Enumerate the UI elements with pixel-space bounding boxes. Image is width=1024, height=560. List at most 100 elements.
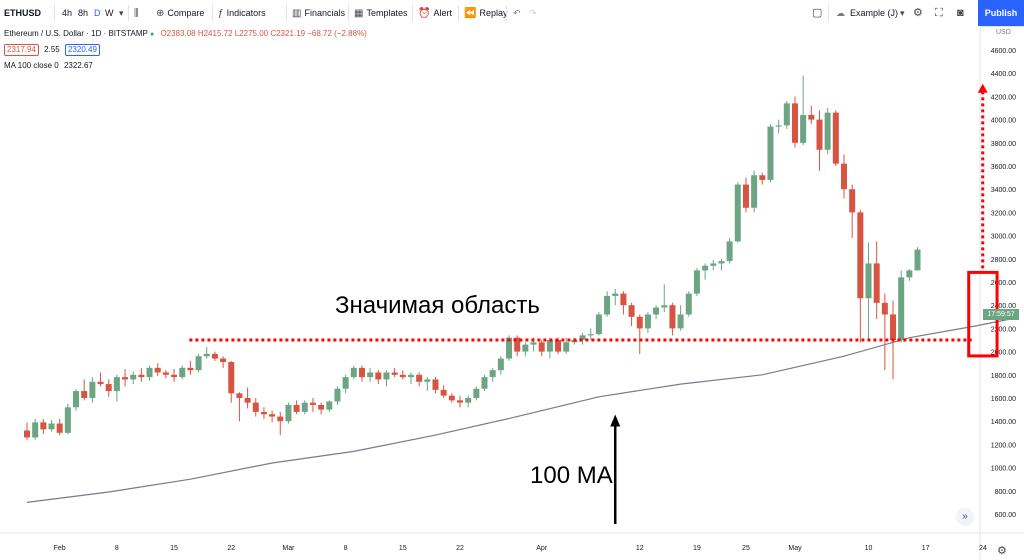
candle-body <box>734 184 741 242</box>
ma-legend-value: 2322.67 <box>63 61 93 70</box>
candle-body <box>130 374 137 380</box>
templates-button[interactable]: ▦ Templates <box>354 0 407 26</box>
candle-body <box>677 314 684 329</box>
candle-body <box>383 372 390 380</box>
fullscreen-toggle-icon[interactable]: ▢ <box>812 7 823 19</box>
time-tick-label: 15 <box>399 545 407 552</box>
market-open-icon: ● <box>149 31 155 38</box>
alert-button[interactable]: ⏰ Alert <box>418 0 452 26</box>
time-tick-label: 17 <box>922 545 930 552</box>
candle-body <box>113 377 120 392</box>
currency-label: USD <box>996 29 1011 36</box>
price-tick-label: 3800.00 <box>991 141 1016 148</box>
axis-settings-gear-icon[interactable]: ⚙ <box>997 545 1007 557</box>
candle-body <box>350 367 357 378</box>
target-arrow-head <box>977 83 988 93</box>
candle-body <box>367 372 374 378</box>
candle-body <box>530 342 537 345</box>
plot-area[interactable] <box>0 26 980 533</box>
interval-chevron-down-icon[interactable]: ▾ <box>119 8 124 18</box>
rewind-icon: ⏪ <box>464 8 477 19</box>
candle-body <box>187 367 194 371</box>
price-chart[interactable]: 600.00 800.00 1000.00 1200.00 1400.00 1600.00… <box>0 26 1024 560</box>
toolbar-divider <box>458 5 459 21</box>
bid-price[interactable]: 2317.94 <box>4 44 39 56</box>
candle-body <box>620 293 627 306</box>
candle-body <box>710 263 717 266</box>
candle-style-icon[interactable]: ⫼ <box>134 8 139 19</box>
candle-body <box>146 367 153 378</box>
redo-icon[interactable]: ↷ <box>529 8 537 18</box>
time-tick-label: 22 <box>456 545 464 552</box>
undo-icon[interactable]: ↶ <box>513 8 521 18</box>
candle-body <box>726 241 733 262</box>
candle-body <box>865 263 872 299</box>
price-tick-label: 2800.00 <box>991 257 1016 264</box>
layout-name[interactable]: Example (J) <box>850 8 899 18</box>
candle-body <box>309 402 316 405</box>
candle-body <box>457 400 464 403</box>
time-tick-label: 8 <box>344 545 348 552</box>
cloud-icon: ☁ <box>836 8 845 18</box>
financials-button[interactable]: ▥ Financials <box>292 0 345 26</box>
interval-d[interactable]: D <box>94 8 101 18</box>
price-tick-label: 2000.00 <box>991 350 1016 357</box>
candle-body <box>375 372 382 380</box>
interval-w[interactable]: W <box>105 8 114 18</box>
candle-body <box>873 263 880 303</box>
candle-body <box>154 367 161 373</box>
candle-body <box>64 407 71 433</box>
replay-button[interactable]: ⏪ Replay <box>464 0 507 26</box>
candle-body <box>244 398 251 403</box>
plus-circle-icon: ⊕ <box>156 8 165 19</box>
price-tick-label: 3000.00 <box>991 234 1016 241</box>
scroll-to-realtime-icon[interactable]: » <box>956 508 974 526</box>
candle-body <box>522 344 529 352</box>
symbol-search[interactable]: ETHUSD <box>4 8 42 18</box>
time-tick-label: 24 <box>979 545 987 552</box>
candle-body <box>171 374 178 378</box>
indicators-button[interactable]: ƒ Indicators <box>218 0 266 26</box>
candle-body <box>579 335 586 340</box>
time-tick-label: 15 <box>170 545 178 552</box>
candle-body <box>791 103 798 143</box>
candle-body <box>97 381 104 385</box>
candle-body <box>334 388 341 402</box>
candle-body <box>269 414 276 417</box>
settings-gear-icon[interactable]: ⚙ <box>913 7 923 19</box>
time-tick-label: 8 <box>115 545 119 552</box>
interval-4h[interactable]: 4h <box>62 8 73 18</box>
replay-label: Replay <box>479 8 508 18</box>
candle-body <box>138 374 145 378</box>
candle-body <box>914 249 921 271</box>
alarm-clock-icon: ⏰ <box>418 8 431 19</box>
alert-label: Alert <box>433 8 452 18</box>
candle-body <box>358 367 365 378</box>
price-tick-label: 3400.00 <box>991 187 1016 194</box>
interval-8h[interactable]: 8h <box>78 8 89 18</box>
candle-body <box>653 307 660 315</box>
candle-body <box>448 395 455 401</box>
publish-button[interactable]: Publish <box>978 0 1024 26</box>
spread-value: 2.55 <box>44 45 60 54</box>
fullscreen-icon[interactable]: ⛶ <box>935 7 943 19</box>
candle-body <box>497 358 504 371</box>
candle-body <box>73 391 80 408</box>
ma-legend: MA 100 close 0 2322.67 <box>4 61 93 70</box>
candle-body <box>832 112 839 164</box>
layout-chevron-down-icon[interactable]: ▾ <box>900 8 905 18</box>
candle-body <box>81 391 88 398</box>
candle-body <box>162 372 169 375</box>
ask-price[interactable]: 2320.49 <box>64 44 100 56</box>
candle-body <box>751 175 758 208</box>
price-tick-label: 1200.00 <box>991 442 1016 449</box>
candle-body <box>179 367 186 378</box>
compare-button[interactable]: ⊕ Compare <box>156 0 204 26</box>
candle-body <box>685 293 692 315</box>
time-tick-label: 12 <box>636 545 644 552</box>
price-tick-label: 1800.00 <box>991 373 1016 380</box>
symbol-description: Ethereum / U.S. Dollar · 1D · BITSTAMP <box>4 29 148 38</box>
candle-body <box>342 377 349 389</box>
camera-icon[interactable]: ◙ <box>957 7 964 19</box>
candle-body <box>318 404 325 410</box>
